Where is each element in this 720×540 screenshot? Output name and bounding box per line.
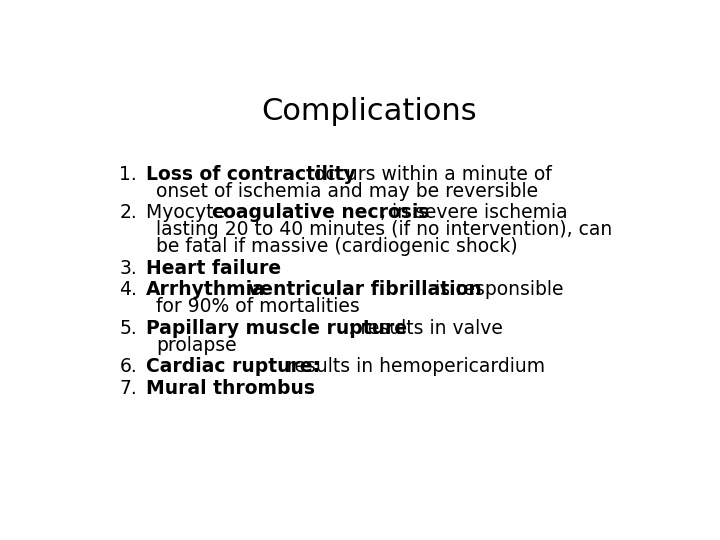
Text: 5.: 5. bbox=[120, 319, 138, 338]
Text: Arrhythmia: Arrhythmia bbox=[145, 280, 266, 299]
Text: occurs within a minute of: occurs within a minute of bbox=[308, 165, 552, 184]
Text: onset of ischemia and may be reversible: onset of ischemia and may be reversible bbox=[156, 182, 538, 201]
Text: 2.: 2. bbox=[120, 204, 138, 222]
Text: 7.: 7. bbox=[120, 379, 138, 398]
Text: is responsible: is responsible bbox=[429, 280, 564, 299]
Text: Myocyte: Myocyte bbox=[145, 204, 231, 222]
Text: : results in valve: : results in valve bbox=[348, 319, 503, 338]
Text: results in hemopericardium: results in hemopericardium bbox=[281, 357, 545, 376]
Text: Mural thrombus: Mural thrombus bbox=[145, 379, 315, 398]
Text: ventricular fibrillation: ventricular fibrillation bbox=[248, 280, 482, 299]
Text: :: : bbox=[238, 280, 251, 299]
Text: 6.: 6. bbox=[120, 357, 138, 376]
Text: be fatal if massive (cardiogenic shock): be fatal if massive (cardiogenic shock) bbox=[156, 237, 518, 256]
Text: Cardiac rupture:: Cardiac rupture: bbox=[145, 357, 320, 376]
Text: Heart failure: Heart failure bbox=[145, 259, 281, 278]
Text: , in severe ischemia: , in severe ischemia bbox=[380, 204, 568, 222]
Text: 3.: 3. bbox=[120, 259, 138, 278]
Text: prolapse: prolapse bbox=[156, 336, 236, 355]
Text: coagulative necrosis: coagulative necrosis bbox=[212, 204, 429, 222]
Text: Complications: Complications bbox=[261, 97, 477, 126]
Text: for 90% of mortalities: for 90% of mortalities bbox=[156, 298, 359, 316]
Text: 4.: 4. bbox=[120, 280, 138, 299]
Text: Loss of contractility: Loss of contractility bbox=[145, 165, 356, 184]
Text: Papillary muscle rupture: Papillary muscle rupture bbox=[145, 319, 407, 338]
Text: 1.: 1. bbox=[120, 165, 138, 184]
Text: lasting 20 to 40 minutes (if no intervention), can: lasting 20 to 40 minutes (if no interven… bbox=[156, 220, 612, 239]
